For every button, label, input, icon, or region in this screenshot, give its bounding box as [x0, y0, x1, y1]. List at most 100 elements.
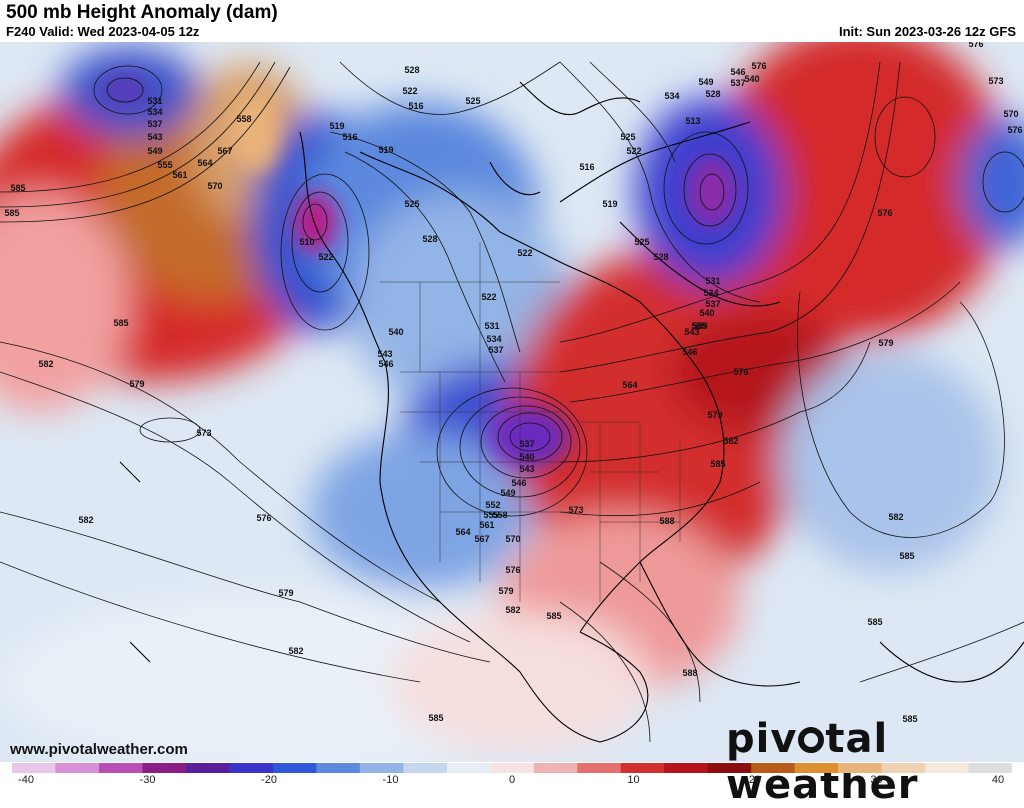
contour-label: 585	[428, 713, 443, 723]
colorbar-swatch	[98, 763, 143, 773]
colorbar-swatch	[12, 763, 56, 773]
contour-label: 549	[692, 321, 707, 331]
contour-label: 543	[147, 132, 162, 142]
contour-label: 537	[705, 299, 720, 309]
valid-time: F240 Valid: Wed 2023-04-05 12z	[6, 24, 200, 39]
colorbar-tick-label: -20	[261, 774, 277, 786]
site-credit: www.pivotalweather.com	[10, 741, 188, 758]
contour-label: 531	[705, 276, 720, 286]
contour-label: 528	[705, 89, 720, 99]
contour-label: 570	[1003, 109, 1018, 119]
contour-label: 528	[653, 252, 668, 262]
colorbar-swatch	[55, 763, 100, 773]
coastlines	[119, 81, 1024, 743]
contour-label: 564	[622, 380, 637, 390]
colorbar-swatch	[490, 763, 535, 773]
colorbar-swatch	[272, 763, 317, 773]
contour-label: 519	[378, 145, 393, 155]
colorbar-ticks: -40 -30 -20 -10 0 10 20 30 40	[0, 774, 1024, 790]
contour-label: 516	[579, 162, 594, 172]
contour-label: 558	[236, 114, 251, 124]
map-title: 500 mb Height Anomaly (dam)	[6, 2, 278, 23]
colorbar-swatch	[838, 763, 883, 773]
contour-label: 522	[626, 146, 641, 156]
colorbar-swatch	[185, 763, 230, 773]
contour-label: 582	[505, 605, 520, 615]
logo-o-icon	[798, 727, 825, 753]
contour-label: 534	[664, 91, 679, 101]
contour-label: 558	[492, 510, 507, 520]
pivotal-weather-logo: piv tal weather	[726, 716, 1024, 808]
contour-label: 528	[422, 234, 437, 244]
contour-label: 573	[196, 428, 211, 438]
contour-label: 534	[703, 288, 718, 298]
anomaly-shading	[0, 42, 1024, 762]
contour-label: 546	[511, 478, 526, 488]
contour-label: 546	[378, 359, 393, 369]
contour-label: 576	[877, 208, 892, 218]
contour-label: 537	[730, 78, 745, 88]
contour-label: 528	[404, 65, 419, 75]
init-time: Init: Sun 2023-03-26 12z GFS	[838, 24, 1016, 39]
contour-label: 537	[147, 119, 162, 129]
contour-label: 546	[730, 67, 745, 77]
contour-label: 513	[685, 116, 700, 126]
contour-label: 576	[968, 42, 983, 49]
colorbar-swatch	[577, 763, 622, 773]
colorbar-swatch	[229, 763, 274, 773]
contour-label: 552	[485, 500, 500, 510]
contour-label: 576	[751, 61, 766, 71]
contour-label: 534	[486, 334, 501, 344]
contour-label: 525	[404, 199, 419, 209]
contour-label: 567	[217, 146, 232, 156]
contour-label: 576	[505, 565, 520, 575]
colorbar-tick-label: 40	[991, 774, 1005, 786]
contour-label: 531	[147, 96, 162, 106]
colorbar-tick-label: 30	[870, 774, 883, 786]
contour-label: 555	[157, 160, 172, 170]
contour-label: 534	[147, 107, 162, 117]
colorbar-tick-label: -40	[18, 774, 34, 786]
colorbar-tick-label: 20	[748, 774, 762, 786]
contour-label: 561	[479, 520, 494, 530]
contour-label: 570	[505, 534, 520, 544]
contour-label: 564	[455, 527, 470, 537]
contour-label: 522	[481, 292, 496, 302]
colorbar-swatch	[751, 763, 796, 773]
contour-label: 579	[278, 588, 293, 598]
contour-label: 516	[342, 132, 357, 142]
contour-label: 549	[698, 77, 713, 87]
colorbar-tick-label: 10	[627, 774, 640, 786]
contour-label: 519	[329, 121, 344, 131]
colorbar-swatch	[664, 763, 709, 773]
colorbar-swatch	[359, 763, 404, 773]
colorbar-swatch	[533, 763, 578, 773]
contour-label: 579	[878, 338, 893, 348]
contour-label: 525	[620, 132, 635, 142]
colorbar-swatch	[446, 763, 491, 773]
contour-label: 519	[602, 199, 617, 209]
contour-label: 582	[723, 436, 738, 446]
contour-label: 564	[197, 158, 212, 168]
contour-label: 582	[78, 515, 93, 525]
colorbar-swatch	[794, 763, 839, 773]
contour-label: 522	[318, 252, 333, 262]
contour-label: 588	[659, 516, 674, 526]
colorbar	[12, 763, 1012, 773]
contour-label: 543	[519, 464, 534, 474]
contour-label: 579	[498, 586, 513, 596]
height-contours	[0, 61, 1024, 743]
colorbar-swatch	[881, 763, 926, 773]
contour-label: 549	[147, 146, 162, 156]
contour-label: 561	[172, 170, 187, 180]
map-header: 500 mb Height Anomaly (dam) F240 Valid: …	[0, 0, 1024, 42]
contour-label: 585	[902, 714, 917, 724]
contour-label: 540	[519, 452, 534, 462]
contour-label: 573	[568, 505, 583, 515]
contour-label: 540	[699, 308, 714, 318]
contour-label: 543	[684, 327, 699, 337]
contour-label: 525	[634, 237, 649, 247]
contour-label: 588	[682, 668, 697, 678]
